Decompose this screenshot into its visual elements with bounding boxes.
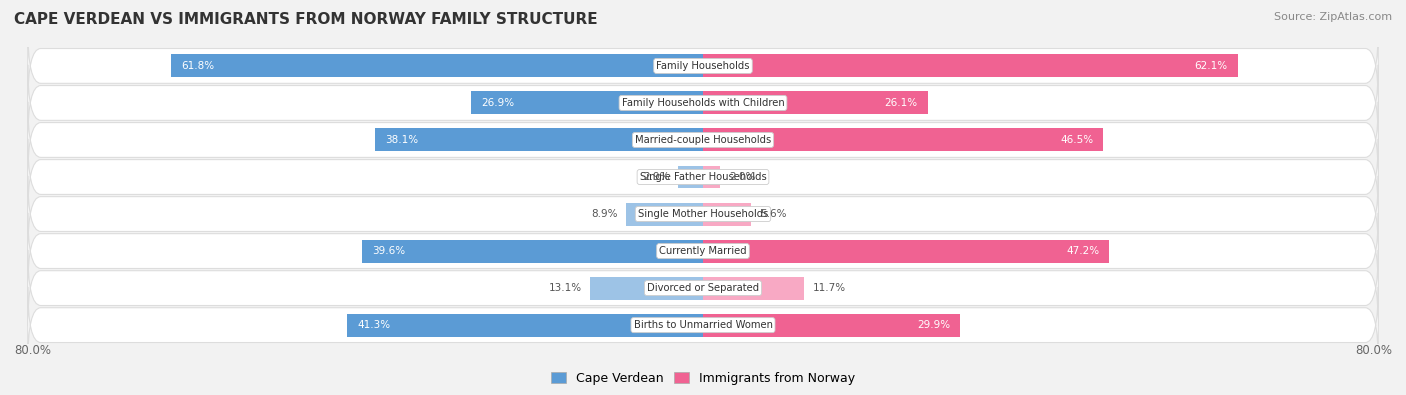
FancyBboxPatch shape	[28, 28, 1378, 104]
Text: 47.2%: 47.2%	[1066, 246, 1099, 256]
FancyBboxPatch shape	[28, 139, 1378, 215]
Text: 38.1%: 38.1%	[385, 135, 419, 145]
Text: 61.8%: 61.8%	[181, 61, 214, 71]
Text: 26.1%: 26.1%	[884, 98, 918, 108]
Bar	[170, 55, 703, 77]
Text: 62.1%: 62.1%	[1194, 61, 1227, 71]
Text: Currently Married: Currently Married	[659, 246, 747, 256]
Bar	[703, 314, 960, 337]
Text: 8.9%: 8.9%	[592, 209, 617, 219]
Bar	[375, 128, 703, 151]
Text: Single Father Households: Single Father Households	[640, 172, 766, 182]
Text: Source: ZipAtlas.com: Source: ZipAtlas.com	[1274, 12, 1392, 22]
FancyBboxPatch shape	[28, 176, 1378, 252]
Bar	[703, 203, 751, 226]
Text: 5.6%: 5.6%	[759, 209, 786, 219]
Bar	[703, 276, 804, 299]
Text: Married-couple Households: Married-couple Households	[636, 135, 770, 145]
FancyBboxPatch shape	[28, 65, 1378, 141]
FancyBboxPatch shape	[28, 250, 1378, 326]
Bar	[703, 128, 1104, 151]
Legend: Cape Verdean, Immigrants from Norway: Cape Verdean, Immigrants from Norway	[551, 372, 855, 385]
Text: 26.9%: 26.9%	[482, 98, 515, 108]
Text: 2.0%: 2.0%	[728, 172, 755, 182]
FancyBboxPatch shape	[28, 213, 1378, 289]
FancyBboxPatch shape	[28, 287, 1378, 363]
Text: 80.0%: 80.0%	[1355, 344, 1392, 357]
Bar	[361, 240, 703, 263]
Text: Family Households with Children: Family Households with Children	[621, 98, 785, 108]
Bar	[703, 55, 1237, 77]
Text: Divorced or Separated: Divorced or Separated	[647, 283, 759, 293]
Text: 41.3%: 41.3%	[357, 320, 391, 330]
Bar	[703, 92, 928, 115]
Bar	[703, 240, 1109, 263]
Bar	[703, 166, 720, 188]
Bar	[626, 203, 703, 226]
Bar	[471, 92, 703, 115]
Bar	[678, 166, 703, 188]
FancyBboxPatch shape	[28, 102, 1378, 178]
Text: 13.1%: 13.1%	[548, 283, 582, 293]
Text: 46.5%: 46.5%	[1060, 135, 1092, 145]
Bar	[591, 276, 703, 299]
Bar	[347, 314, 703, 337]
Text: 80.0%: 80.0%	[14, 344, 51, 357]
Text: 29.9%: 29.9%	[917, 320, 950, 330]
Text: Births to Unmarried Women: Births to Unmarried Women	[634, 320, 772, 330]
Text: Single Mother Households: Single Mother Households	[638, 209, 768, 219]
Text: 2.9%: 2.9%	[643, 172, 669, 182]
Text: Family Households: Family Households	[657, 61, 749, 71]
Text: CAPE VERDEAN VS IMMIGRANTS FROM NORWAY FAMILY STRUCTURE: CAPE VERDEAN VS IMMIGRANTS FROM NORWAY F…	[14, 12, 598, 27]
Text: 39.6%: 39.6%	[373, 246, 405, 256]
Text: 11.7%: 11.7%	[813, 283, 845, 293]
